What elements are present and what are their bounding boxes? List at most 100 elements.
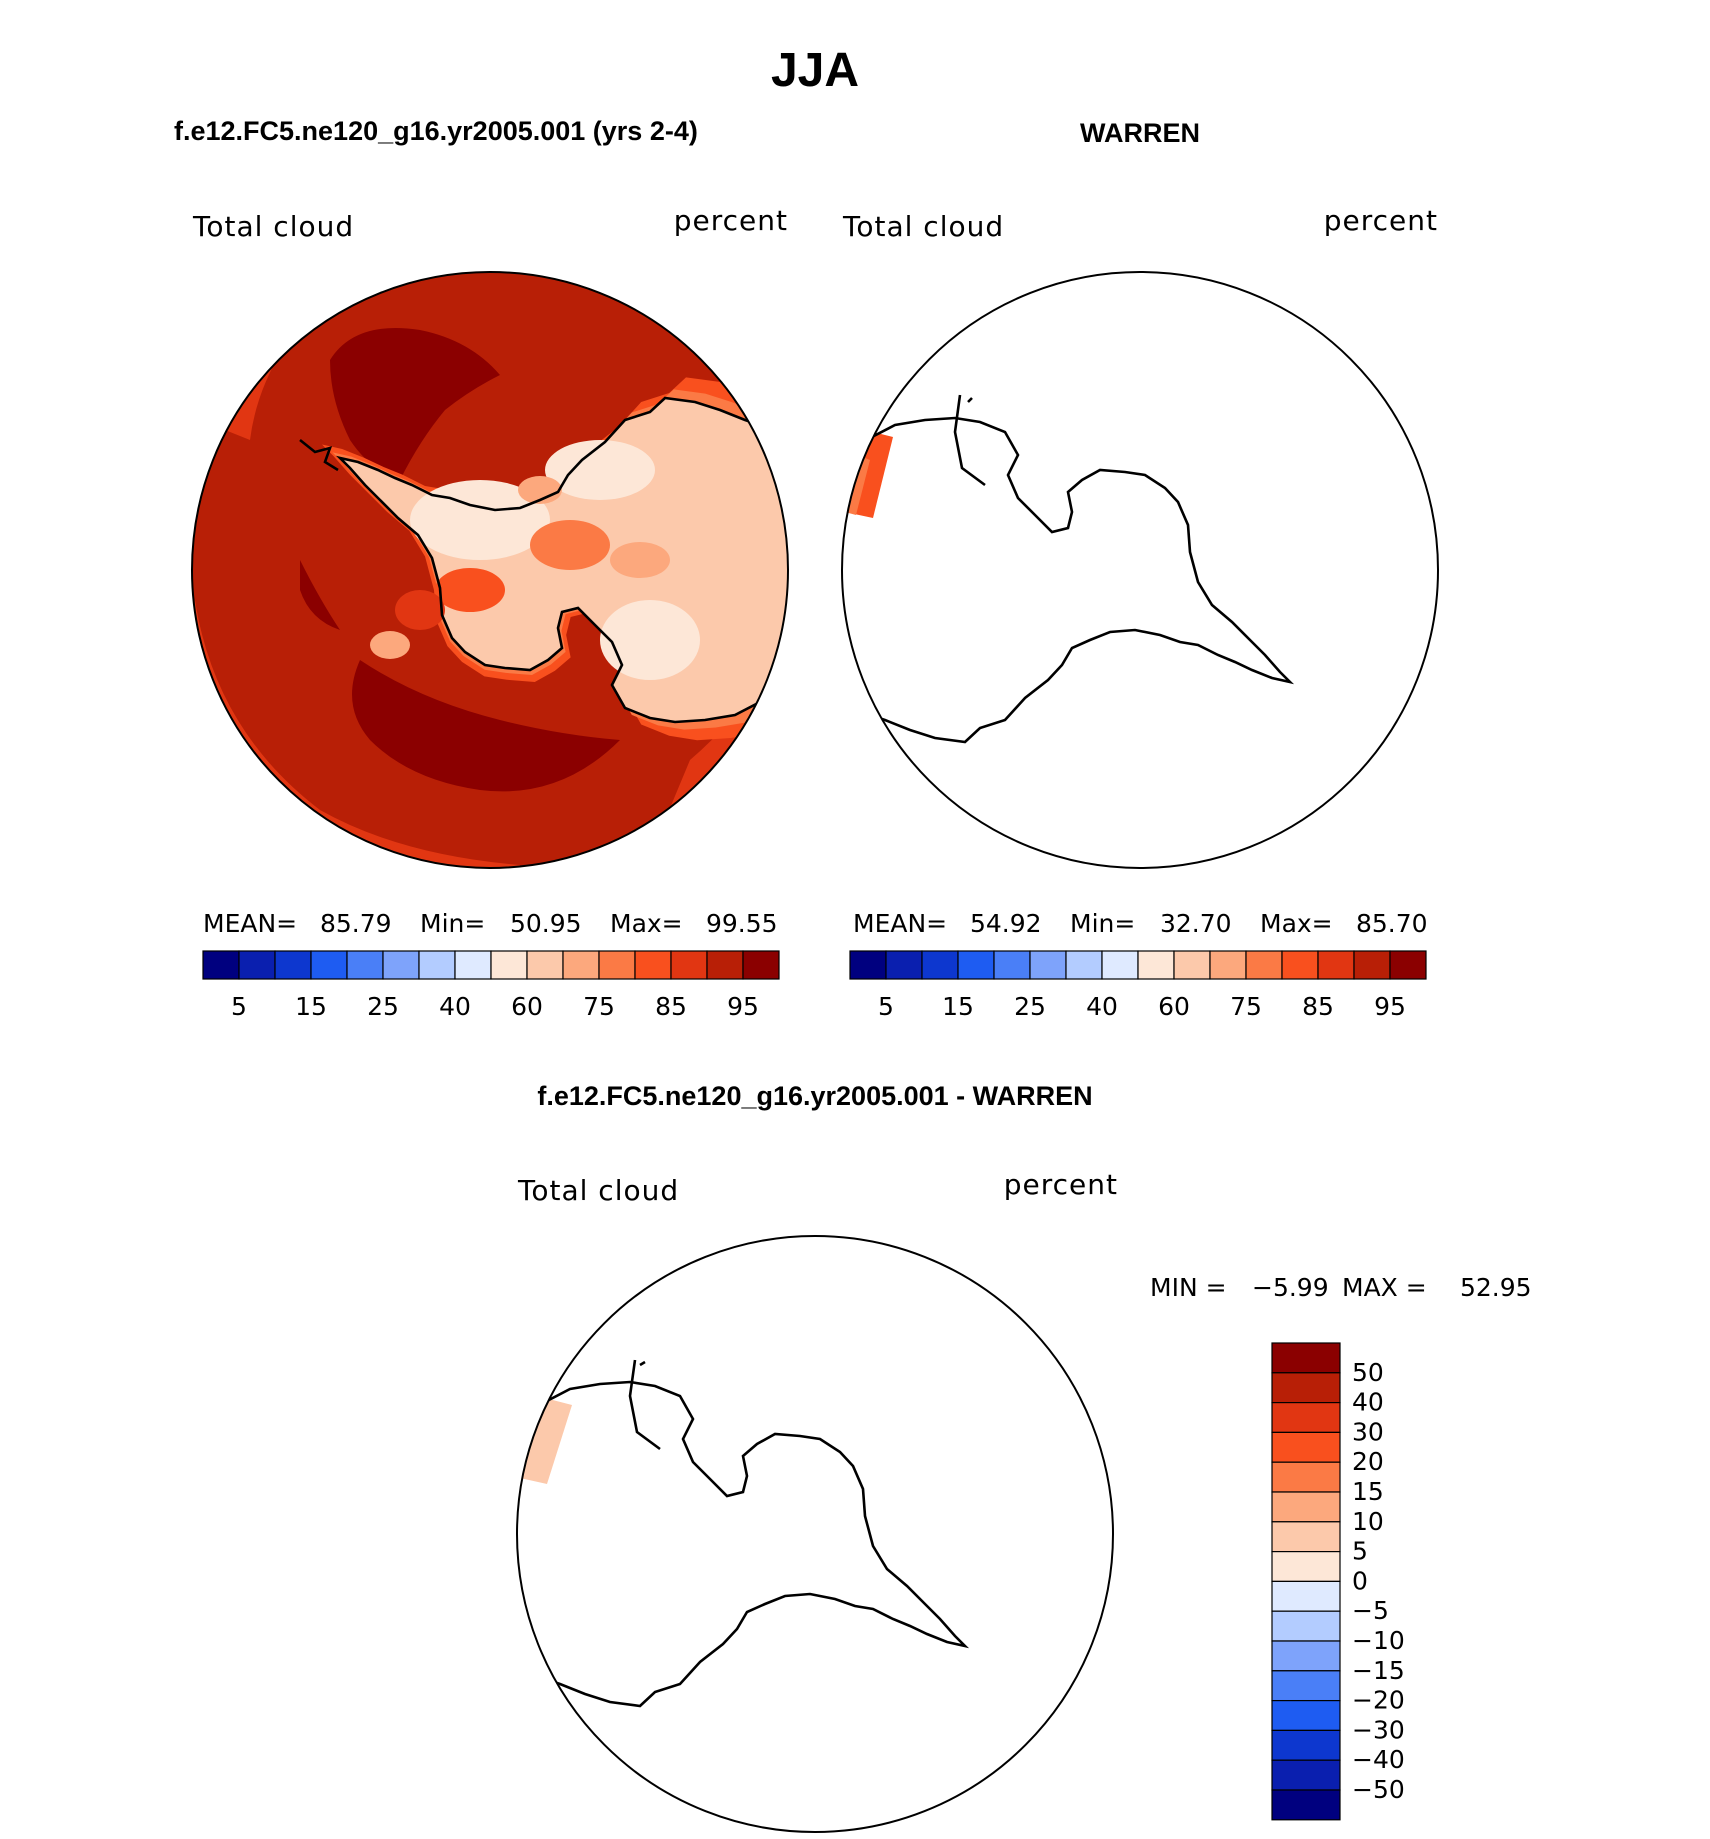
panel-diff: f.e12.FC5.ne120_g16.yr2005.001 - WARREN … [516, 1081, 1532, 1833]
panel-obs: WARREN Total cloud percent MEAN= 54.92 M… [841, 118, 1439, 1021]
panel-obs-colorbar-swatch [1245, 950, 1283, 980]
panel-diff-colorbar-tick-label: 40 [1352, 1388, 1384, 1417]
panel-obs-colorbar-swatch [1317, 950, 1355, 980]
panel-diff-colorbar-tick-label: 20 [1352, 1447, 1384, 1476]
panel-model-colorbar-swatch [382, 950, 420, 980]
panel-model-colorbar-swatch [706, 950, 744, 980]
panel-obs-colorbar-tick-label: 95 [1374, 992, 1406, 1021]
panel-diff-colorbar-swatch [1271, 1640, 1341, 1672]
panel-model-colorbar-swatch [562, 950, 600, 980]
panel-diff-colorbar-swatch [1271, 1491, 1341, 1523]
panel-model: f.e12.FC5.ne120_g16.yr2005.001 (yrs 2-4)… [174, 116, 789, 1021]
panel-diff-colorbar-swatch [1271, 1789, 1341, 1821]
panel-model-colorbar-tick-label: 75 [583, 992, 615, 1021]
panel-model-colorbar-swatch [454, 950, 492, 980]
panel-model-min: 50.95 [510, 909, 582, 938]
panel-obs-colorbar-swatch [1029, 950, 1067, 980]
panel-model-colorbar-tick-label: 25 [367, 992, 399, 1021]
panel-model-mean: 85.79 [320, 909, 392, 938]
panel-model-colorbar-tick-label: 15 [295, 992, 327, 1021]
panel-diff-colorbar-tick-label: 10 [1352, 1507, 1384, 1536]
panel-obs-title: WARREN [1080, 118, 1200, 148]
panel-obs-colorbar-swatch [1173, 950, 1211, 980]
panel-diff-colorbar-tick-label: −15 [1352, 1656, 1405, 1685]
panel-diff-colorbar-tick-label: 0 [1352, 1566, 1368, 1595]
panel-model-colorbar-swatch [238, 950, 276, 980]
panel-model-colorbar-tick-label: 40 [439, 992, 471, 1021]
panel-model-colorbar-swatch [202, 950, 240, 980]
panel-obs-colorbar-swatch [1137, 950, 1175, 980]
panel-model-colorbar-tick-label: 95 [727, 992, 759, 1021]
panel-diff-colorbar-swatch [1271, 1670, 1341, 1702]
panel-obs-colorbar-swatch [1101, 950, 1139, 980]
panel-obs-colorbar-swatch [993, 950, 1031, 980]
panel-model-boundary [191, 271, 789, 869]
panel-model-max-label: Max= [610, 909, 683, 938]
panel-diff-colorbar-swatch [1271, 1401, 1341, 1433]
panel-obs-colorbar-tick-label: 75 [1230, 992, 1262, 1021]
panel-model-colorbar-swatch [274, 950, 312, 980]
panel-model-mean-label: MEAN= [203, 909, 297, 938]
panel-model-colorbar-swatch [490, 950, 528, 980]
panel-diff-colorbar-tick-label: −40 [1352, 1745, 1405, 1774]
panel-diff-boundary [516, 1235, 1114, 1833]
panel-diff-colorbar-swatch [1271, 1431, 1341, 1463]
panel-obs-colorbar-tick-label: 15 [942, 992, 974, 1021]
panel-diff-colorbar-tick-label: −10 [1352, 1626, 1405, 1655]
panel-obs-colorbar-swatch [1389, 950, 1427, 980]
panel-diff-colorbar-tick-label: 30 [1352, 1417, 1384, 1446]
panel-obs-colorbar-tick-label: 60 [1158, 992, 1190, 1021]
panel-obs-colorbar-swatch [957, 950, 995, 980]
panel-diff-colorbar-swatch [1271, 1372, 1341, 1404]
panel-diff-colorbar-swatch [1271, 1550, 1341, 1582]
panel-obs-mean-label: MEAN= [853, 909, 947, 938]
panel-diff-title: f.e12.FC5.ne120_g16.yr2005.001 - WARREN [537, 1081, 1092, 1111]
panel-obs-colorbar-tick-label: 25 [1014, 992, 1046, 1021]
panel-model-units: percent [674, 204, 788, 237]
panel-model-colorbar-swatch [670, 950, 708, 980]
panel-obs-min: 32.70 [1160, 909, 1232, 938]
panel-diff-colorbar-swatch [1271, 1610, 1341, 1642]
panel-model-colorbar-tick-label: 85 [655, 992, 687, 1021]
panel-obs-map [842, 272, 1438, 868]
panel-obs-min-label: Min= [1070, 909, 1135, 938]
panel-model-map [192, 272, 788, 868]
panel-obs-max-label: Max= [1260, 909, 1333, 938]
panel-model-colorbar-swatch [742, 950, 780, 980]
panel-diff-colorbar-tick-label: −30 [1352, 1715, 1405, 1744]
panel-obs-colorbar-swatch [1281, 950, 1319, 980]
panel-model-colorbar-tick-label: 5 [231, 992, 247, 1021]
panel-obs-colorbar-tick-label: 5 [878, 992, 894, 1021]
panel-diff-units: percent [1004, 1168, 1118, 1201]
panel-diff-colorbar-tick-label: 50 [1352, 1358, 1384, 1387]
panel-model-variable: Total cloud [192, 210, 354, 243]
panel-model-colorbar-swatch [310, 950, 348, 980]
panel-diff-min: −5.99 [1252, 1273, 1329, 1302]
panel-diff-colorbar-swatch [1271, 1759, 1341, 1791]
panel-obs-colorbar-swatch [885, 950, 923, 980]
panel-model-colorbar-swatch [526, 950, 564, 980]
panel-diff-colorbar-swatch [1271, 1729, 1341, 1761]
panel-diff-colorbar-tick-label: −50 [1352, 1775, 1405, 1804]
panel-diff-variable: Total cloud [517, 1174, 679, 1207]
panel-diff-colorbar-swatch [1271, 1580, 1341, 1612]
panel-model-colorbar-swatch [346, 950, 384, 980]
panel-model-max: 99.55 [706, 909, 778, 938]
panel-model-colorbar-swatch [634, 950, 672, 980]
panel-model-colorbar-swatch [418, 950, 456, 980]
panel-diff-colorbar-swatch [1271, 1521, 1341, 1553]
panel-diff-colorbar-swatch [1271, 1699, 1341, 1731]
panel-model-colorbar-swatch [598, 950, 636, 980]
panel-diff-colorbar-tick-label: −5 [1352, 1596, 1389, 1625]
panel-diff-max-label: MAX = [1342, 1273, 1427, 1302]
panel-diff-max: 52.95 [1460, 1273, 1532, 1302]
panel-model-colorbar-tick-label: 60 [511, 992, 543, 1021]
panel-obs-variable: Total cloud [842, 210, 1004, 243]
panel-obs-colorbar-swatch [921, 950, 959, 980]
panel-obs-colorbar-tick-label: 40 [1086, 992, 1118, 1021]
panel-obs-colorbar-swatch [1209, 950, 1247, 980]
panel-diff-colorbar-swatch [1271, 1461, 1341, 1493]
figure-title: JJA [771, 44, 859, 97]
